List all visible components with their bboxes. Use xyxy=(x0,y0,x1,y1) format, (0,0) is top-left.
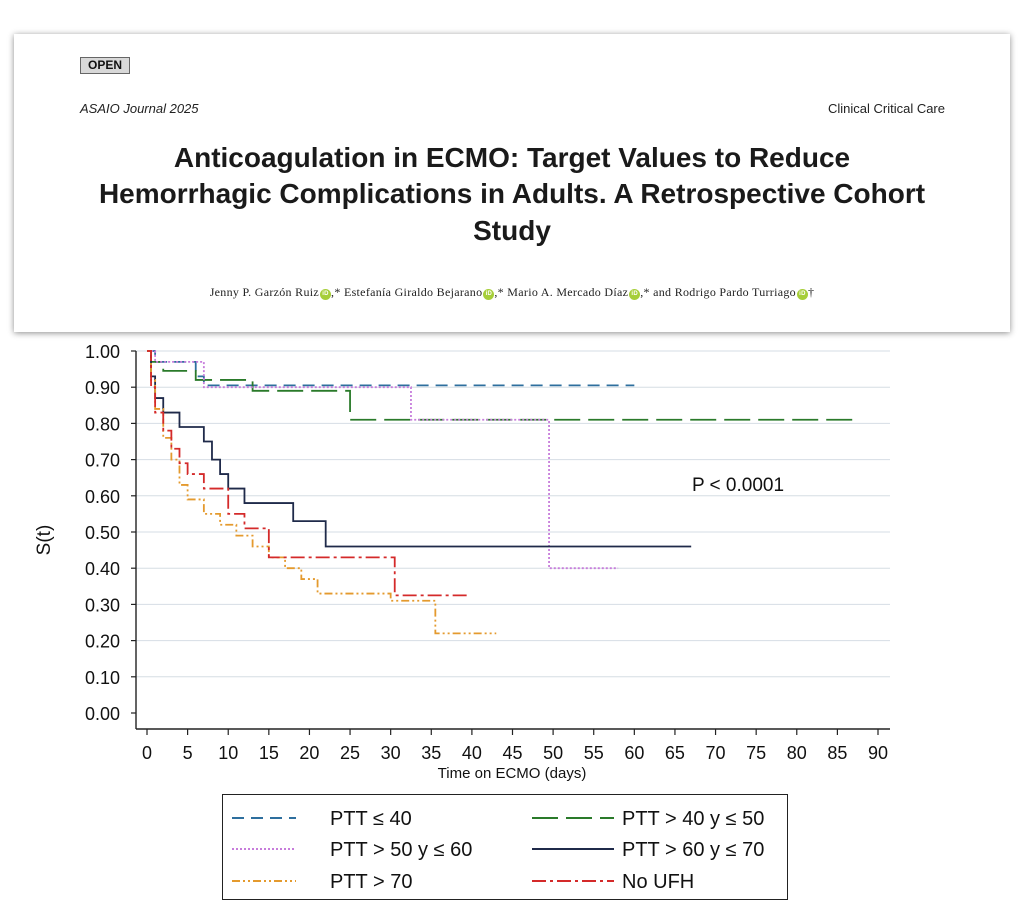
legend-label: PTT > 40 y ≤ 50 xyxy=(622,808,764,830)
y-tick-label: 0.20 xyxy=(85,632,120,652)
x-tick-label: 30 xyxy=(381,743,401,763)
y-tick-label: 0.50 xyxy=(85,523,120,543)
x-tick-label: 40 xyxy=(462,743,482,763)
title-line-1: Anticoagulation in ECMO: Target Values t… xyxy=(173,142,851,173)
y-tick-label: 0.10 xyxy=(85,668,120,688)
x-tick-label: 10 xyxy=(218,743,238,763)
x-tick-label: 75 xyxy=(746,743,766,763)
x-tick-label: 5 xyxy=(183,743,193,763)
y-axis-label: S(t) xyxy=(34,525,55,556)
x-tick-label: 80 xyxy=(787,743,807,763)
x-tick-label: 35 xyxy=(421,743,441,763)
x-tick-label: 90 xyxy=(868,743,888,763)
survival-curves xyxy=(147,350,854,635)
x-tick-label: 0 xyxy=(142,743,152,763)
p-value-annotation: P < 0.0001 xyxy=(692,475,784,496)
orcid-icon[interactable]: iD xyxy=(320,289,332,300)
y-tick-label: 0.70 xyxy=(85,451,120,471)
title-line-3: Study xyxy=(473,214,551,246)
legend-label: No UFH xyxy=(622,871,694,893)
survival-curve xyxy=(147,350,619,570)
author-list: Jenny P. Garzón Ruiz iD ,* Estefanía Giral… xyxy=(0,285,1024,300)
y-tick-label: 0.60 xyxy=(85,487,120,507)
title-line-2: Hemorrhagic Complications in Adults. A R… xyxy=(98,178,926,210)
x-tick-label: 25 xyxy=(340,743,360,763)
author-name: Jenny P. Garzón Ruiz xyxy=(209,285,320,299)
author-mark: † xyxy=(807,285,815,299)
article-title: Anticoagulation in ECMO: Target Values t… xyxy=(60,140,964,249)
author-name: Mario A. Mercado Díaz xyxy=(507,285,629,299)
orcid-icon[interactable]: iD xyxy=(483,289,495,300)
author-mark: ,* and xyxy=(640,285,672,299)
orcid-icon[interactable]: iD xyxy=(629,289,641,300)
x-tick-label: 65 xyxy=(665,743,685,763)
y-tick-label: 0.00 xyxy=(85,704,120,724)
x-tick-label: 20 xyxy=(299,743,319,763)
x-tick-label: 60 xyxy=(624,743,644,763)
legend-label: PTT > 50 y ≤ 60 xyxy=(330,839,472,861)
y-tick-label: 0.30 xyxy=(85,595,120,615)
x-tick-label: 15 xyxy=(259,743,279,763)
legend-frame xyxy=(222,794,788,900)
y-tick-label: 1.00 xyxy=(85,342,120,362)
orcid-icon[interactable]: iD xyxy=(796,289,808,300)
article-header-card xyxy=(14,34,1010,332)
chart-axes: 0.00 0.10 0.20 0.30 0.40 0.50 0.60 0.70 0.80 0.90… xyxy=(85,342,890,763)
x-tick-label: 55 xyxy=(584,743,604,763)
survival-curve xyxy=(147,350,497,635)
author-name: Rodrigo Pardo Turriago xyxy=(674,285,796,299)
x-tick-label: 45 xyxy=(502,743,522,763)
y-tick-label: 0.90 xyxy=(85,378,120,398)
x-axis-label: Time on ECMO (days) xyxy=(438,765,587,782)
journal-name: ASAIO Journal 2025 xyxy=(80,101,199,116)
y-tick-label: 0.80 xyxy=(85,414,120,434)
x-tick-label: 70 xyxy=(706,743,726,763)
grid-lines xyxy=(136,350,890,678)
survival-curve xyxy=(147,350,468,597)
legend-label: PTT ≤ 40 xyxy=(330,808,412,830)
legend-label: PTT > 60 y ≤ 70 xyxy=(622,839,764,861)
x-tick-label: 85 xyxy=(827,743,847,763)
author-mark: ,* xyxy=(494,285,504,299)
open-access-badge: OPEN xyxy=(80,57,130,74)
author-mark: ,* xyxy=(331,285,341,299)
legend-label: PTT > 70 xyxy=(330,871,412,893)
chart-legend: PTT ≤ 40 PTT > 40 y ≤ 50 PTT > 50 y ≤ 60 PT… xyxy=(232,808,764,893)
x-tick-label: 50 xyxy=(543,743,563,763)
author-name: Estefanía Giraldo Bejarano xyxy=(343,285,483,299)
y-tick-label: 0.40 xyxy=(85,559,120,579)
article-section: Clinical Critical Care xyxy=(827,101,945,116)
